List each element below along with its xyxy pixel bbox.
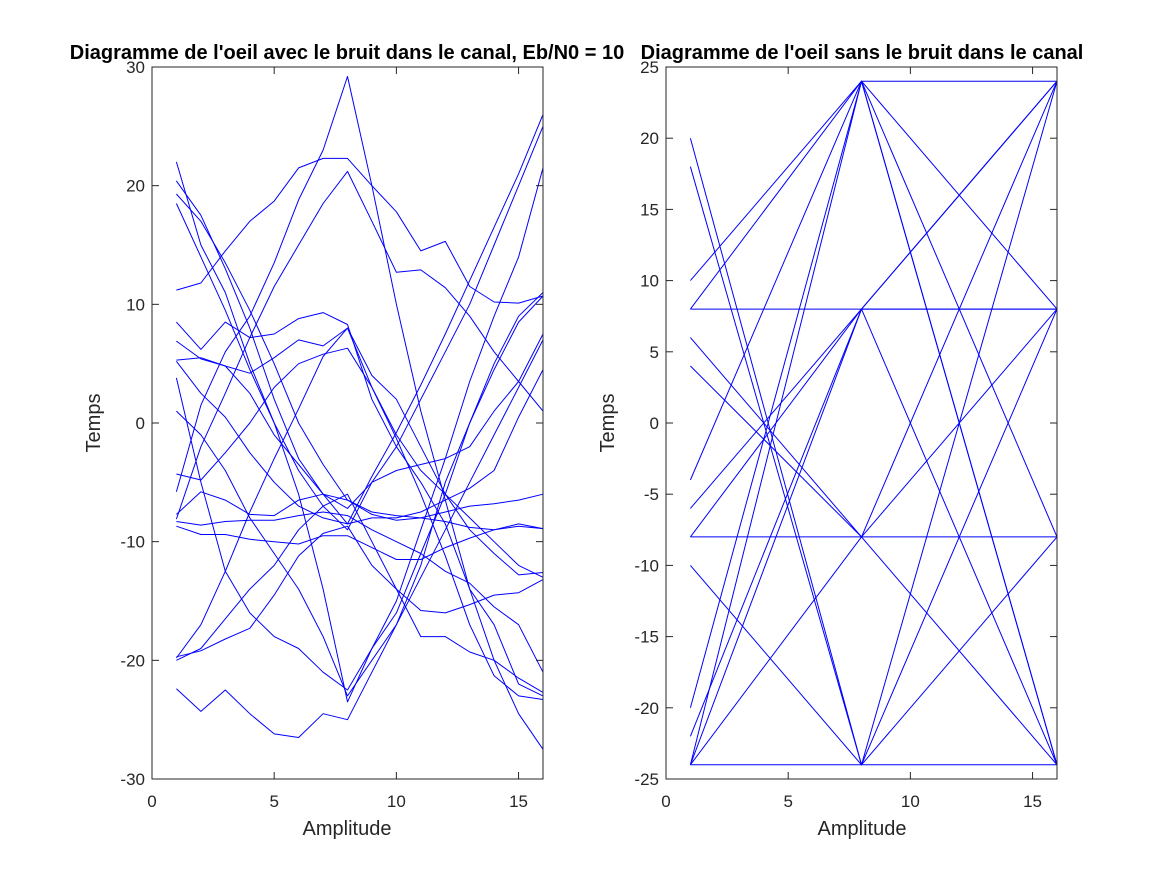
- x-tick-label: 5: [783, 792, 792, 811]
- trace-line-8: [176, 333, 544, 509]
- trace-line-7: [176, 327, 544, 576]
- left-x-axis-label: Amplitude: [303, 818, 392, 840]
- y-tick-label: -30: [120, 770, 145, 789]
- trace-line-2: [689, 166, 1058, 766]
- y-tick-label: 10: [640, 272, 659, 291]
- y-tick-label: -10: [634, 556, 659, 575]
- trace-line-2: [175, 114, 544, 525]
- right-chart-title: Diagramme de l'oeil sans le bruit dans l…: [641, 42, 1084, 64]
- trace-line-11: [176, 339, 544, 697]
- trace-line-18: [690, 80, 1058, 538]
- trace-line-18: [176, 525, 544, 658]
- right-x-ticks: 0 5 10 15: [661, 67, 1042, 811]
- y-tick-label: 20: [640, 129, 659, 148]
- y-tick-label: -25: [634, 770, 659, 789]
- x-tick-label: 10: [901, 792, 920, 811]
- y-tick-label: -10: [120, 533, 145, 552]
- y-tick-label: 5: [650, 343, 659, 362]
- y-tick-label: 20: [126, 177, 145, 196]
- y-tick-label: -20: [634, 699, 659, 718]
- trace-line-12: [176, 347, 544, 578]
- right-y-axis-label: Temps: [597, 394, 619, 453]
- y-tick-label: 25: [640, 58, 659, 77]
- trace-line-13: [175, 76, 544, 750]
- trace-line-1: [689, 81, 1058, 766]
- y-tick-label: -15: [634, 628, 659, 647]
- trace-line-1: [175, 126, 544, 531]
- trace-line-5: [690, 337, 1058, 766]
- trace-line-17: [690, 80, 1058, 765]
- trace-line-6: [176, 312, 544, 697]
- x-tick-label: 10: [387, 792, 406, 811]
- trace-line-11: [689, 80, 1058, 765]
- trace-line-16: [176, 523, 544, 560]
- trace-line-19: [175, 327, 544, 700]
- y-tick-label: 10: [126, 295, 145, 314]
- trace-line-21: [176, 292, 544, 738]
- y-tick-label: 0: [650, 414, 659, 433]
- y-tick-label: 15: [640, 200, 659, 219]
- trace-line-17: [175, 170, 544, 520]
- y-tick-label: 30: [126, 58, 145, 77]
- left-traces: [175, 76, 544, 750]
- trace-line-16: [690, 308, 1058, 766]
- trace-line-10: [175, 295, 544, 691]
- left-axes-frame: [151, 66, 544, 780]
- left-chart-title: Diagramme de l'oeil avec le bruit dans l…: [70, 42, 624, 64]
- trace-line-3: [176, 193, 544, 521]
- x-tick-label: 5: [269, 792, 278, 811]
- y-tick-label: -20: [120, 651, 145, 670]
- x-tick-label: 15: [509, 792, 528, 811]
- right-axes: Diagramme de l'oeil sans le bruit dans l…: [597, 42, 1083, 840]
- x-tick-label: 15: [1023, 792, 1042, 811]
- left-y-ticks: -30 -20 -10 0 10 20 30: [120, 58, 543, 789]
- left-axes: Diagramme de l'oeil avec le bruit dans l…: [70, 42, 624, 840]
- trace-line-5: [176, 157, 544, 304]
- right-x-axis-label: Amplitude: [818, 818, 907, 840]
- x-tick-label: 0: [147, 792, 156, 811]
- left-y-axis-label: Temps: [83, 394, 105, 453]
- trace-line-14: [176, 491, 544, 531]
- trace-line-15: [689, 80, 1058, 765]
- trace-line-4: [175, 167, 544, 703]
- y-tick-label: 0: [136, 414, 145, 433]
- x-tick-label: 0: [661, 792, 670, 811]
- right-y-ticks: -25 -20 -15 -10 -5 0 5 10 15 20 25: [634, 58, 1057, 789]
- left-x-ticks: 0 5 10 15: [147, 67, 528, 811]
- trace-line-9: [176, 360, 544, 525]
- trace-line-14: [689, 80, 1057, 765]
- trace-line-15: [176, 511, 544, 673]
- trace-line-20: [176, 493, 544, 693]
- right-traces: [689, 80, 1058, 766]
- y-tick-label: -5: [644, 485, 659, 504]
